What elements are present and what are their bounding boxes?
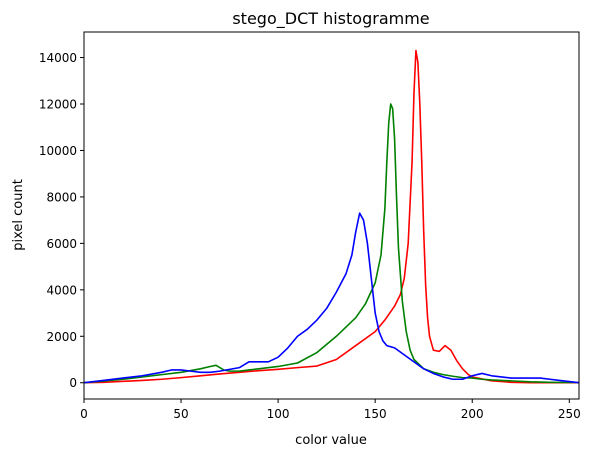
x-tick-label: 200 [461, 407, 484, 421]
x-tick-label: 50 [173, 407, 188, 421]
y-axis: 0 2000 4000 6000 8000 10000 12000 14000 [39, 51, 84, 390]
series-line-2 [84, 212, 579, 384]
y-tick-label: 4000 [46, 283, 77, 297]
series-line-0 [84, 49, 579, 384]
y-tick-label: 10000 [39, 144, 77, 158]
y-tick-label: 12000 [39, 98, 77, 112]
plot-area [84, 49, 579, 384]
x-axis-label: color value [295, 433, 367, 448]
y-tick-label: 8000 [46, 190, 77, 204]
y-tick-label: 0 [69, 376, 77, 390]
y-axis-label: pixel count [11, 179, 26, 251]
series-line-1 [84, 103, 579, 384]
plot-frame [83, 31, 580, 400]
x-tick-label: 250 [558, 407, 581, 421]
x-tick-label: 100 [267, 407, 290, 421]
x-axis: 0 50 100 150 200 250 [80, 399, 581, 421]
chart-title: stego_DCT histogramme [232, 9, 429, 29]
x-tick-label: 0 [80, 407, 88, 421]
y-tick-label: 14000 [39, 51, 77, 65]
y-tick-label: 6000 [46, 237, 77, 251]
y-tick-label: 2000 [46, 330, 77, 344]
x-tick-label: 150 [364, 407, 387, 421]
